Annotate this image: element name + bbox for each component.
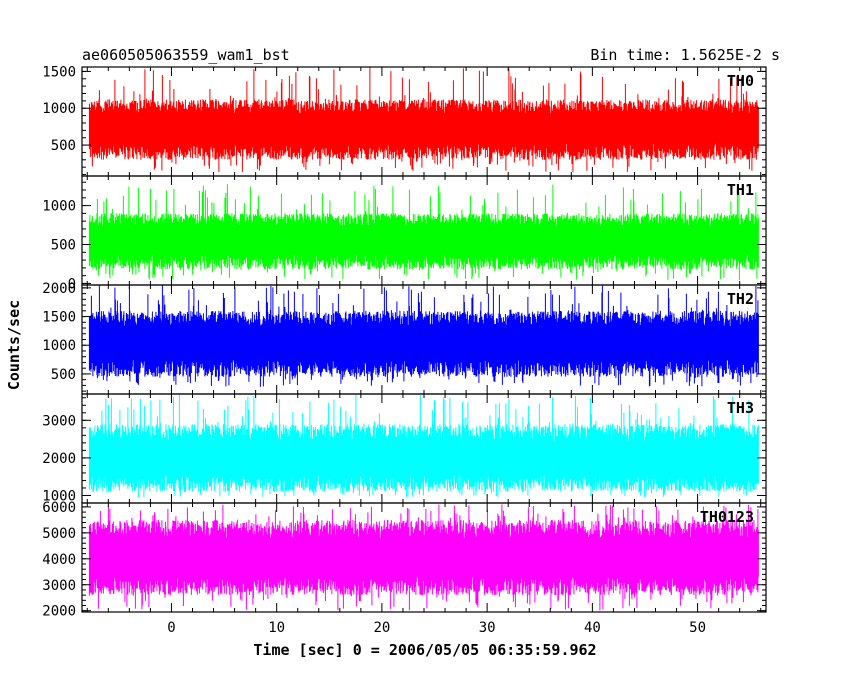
y-tick-label: 0 [68,276,76,292]
panel-th2: 500 1000 1500 2000 TH2 [42,281,767,395]
y-tick-label: 5000 [42,526,76,542]
y-tick-label: 500 [51,138,76,154]
chart-title: ae060505063559_wam1_bst [82,46,290,64]
y-tick-label: 500 [51,367,76,383]
panel-th0123: 2000 3000 4000 5000 6000 TH0123 [42,500,767,620]
x-tick-label: 10 [268,620,285,636]
y-tick-label: 2000 [42,451,76,467]
y-tick-label: 2000 [42,604,76,620]
panel-label: TH0 [727,72,754,90]
series-th2 [88,285,759,387]
x-tick-label: 0 [167,620,175,636]
x-tick-label: 20 [373,620,390,636]
x-tick-label: 30 [479,620,496,636]
panel-label: TH2 [727,290,754,308]
y-tick-label: 2000 [42,281,76,297]
y-tick-label: 1500 [42,64,76,80]
panel-th1: 0 500 1000 TH1 [42,175,767,292]
y-tick-label: 3000 [42,578,76,594]
y-tick-label: 3000 [42,413,76,429]
x-axis: 0 10 20 30 40 50 [167,620,706,636]
y-tick-label: 1500 [42,310,76,326]
panel-th0: 500 1000 1500 TH0 [42,64,767,177]
panels-group: 500 1000 1500 TH0 0 500 1000 TH1 500 1000 1500 2000… [42,64,767,620]
panel-label: TH1 [727,181,754,199]
y-tick-label: 1000 [42,199,76,215]
y-tick-label: 6000 [42,500,76,516]
y-tick-label: 4000 [42,552,76,568]
panel-th3: 1000 2000 3000 TH3 [42,393,767,504]
series-th3 [88,394,759,498]
y-tick-label: 1000 [42,488,76,504]
y-tick-label: 1000 [42,101,76,117]
x-tick-label: 40 [584,620,601,636]
series-th0123 [88,504,759,611]
x-axis-label: Time [sec] 0 = 2006/05/05 06:35:59.962 [253,641,596,659]
y-tick-label: 500 [51,238,76,254]
y-axis-label: Counts/sec [5,300,23,390]
panel-label: TH0123 [700,508,754,526]
x-tick-label: 50 [689,620,706,636]
y-tick-label: 1000 [42,338,76,354]
panel-label: TH3 [727,399,754,417]
bin-time-label: Bin time: 1.5625E-2 s [590,46,780,64]
series-th1 [88,184,759,280]
series-th0 [88,67,759,172]
